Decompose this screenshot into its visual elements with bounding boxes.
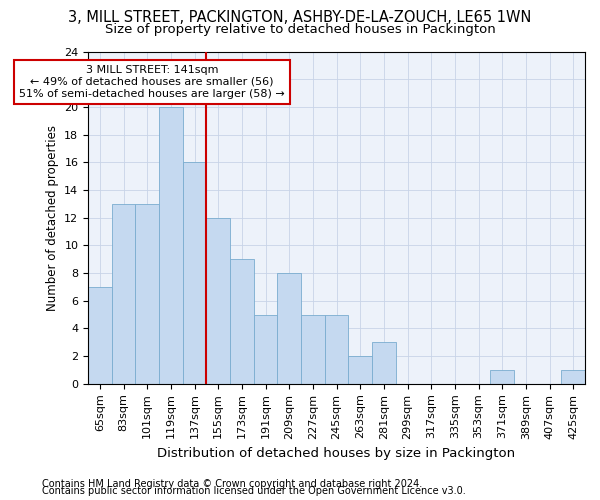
Bar xyxy=(301,314,325,384)
X-axis label: Distribution of detached houses by size in Packington: Distribution of detached houses by size … xyxy=(157,447,515,460)
Bar xyxy=(562,370,585,384)
Text: Size of property relative to detached houses in Packington: Size of property relative to detached ho… xyxy=(104,22,496,36)
Y-axis label: Number of detached properties: Number of detached properties xyxy=(46,124,59,310)
Bar xyxy=(206,218,230,384)
Bar xyxy=(490,370,514,384)
Bar xyxy=(277,273,301,384)
Text: 3, MILL STREET, PACKINGTON, ASHBY-DE-LA-ZOUCH, LE65 1WN: 3, MILL STREET, PACKINGTON, ASHBY-DE-LA-… xyxy=(68,10,532,25)
Bar xyxy=(372,342,396,384)
Text: Contains public sector information licensed under the Open Government Licence v3: Contains public sector information licen… xyxy=(42,486,466,496)
Bar xyxy=(325,314,349,384)
Bar xyxy=(112,204,136,384)
Bar xyxy=(183,162,206,384)
Text: Contains HM Land Registry data © Crown copyright and database right 2024.: Contains HM Land Registry data © Crown c… xyxy=(42,479,422,489)
Bar xyxy=(136,204,159,384)
Bar xyxy=(88,287,112,384)
Bar xyxy=(230,259,254,384)
Bar xyxy=(254,314,277,384)
Text: 3 MILL STREET: 141sqm
← 49% of detached houses are smaller (56)
51% of semi-deta: 3 MILL STREET: 141sqm ← 49% of detached … xyxy=(19,66,285,98)
Bar xyxy=(349,356,372,384)
Bar xyxy=(159,107,183,384)
